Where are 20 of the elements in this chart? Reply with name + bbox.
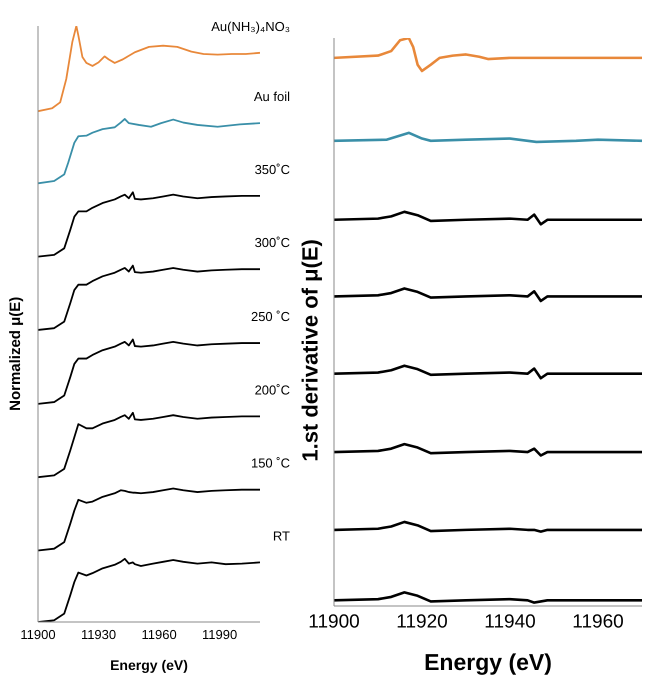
x-tick-label: 11990: [202, 627, 238, 642]
series-label: Au foil: [254, 89, 290, 104]
x-tick-label: 11900: [308, 611, 360, 632]
x-tick-label: 11920: [396, 611, 448, 632]
y-axis-title: Normalized μ(E): [7, 296, 24, 411]
x-tick-label: 11900: [20, 627, 56, 642]
x-tick-label: 11930: [80, 627, 116, 642]
x-axis-title: Energy (eV): [110, 657, 188, 673]
series-label: 200˚C: [254, 382, 290, 398]
x-tick-label: 11960: [141, 627, 177, 642]
x-axis-title: Energy (eV): [424, 649, 552, 675]
y-axis-title: 1.st derivative of μ(E): [298, 239, 323, 462]
series-label: 350˚C: [254, 162, 290, 177]
series-label: RT: [272, 528, 290, 544]
series-label: 150 ˚C: [250, 456, 290, 471]
series-label: Au(NH₃)₄NO₃: [211, 18, 290, 34]
x-tick-label: 11940: [484, 611, 536, 632]
series-label: 300˚C: [254, 235, 290, 250]
series-label: 250 ˚C: [250, 309, 290, 324]
x-tick-label: 11960: [572, 611, 624, 632]
